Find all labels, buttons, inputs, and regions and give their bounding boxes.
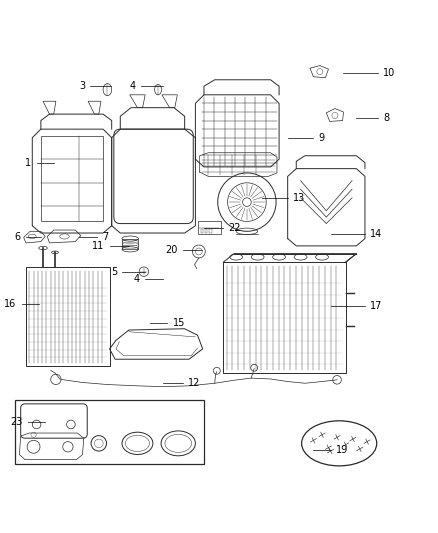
Text: 11: 11 [92, 241, 104, 251]
Text: 1: 1 [25, 158, 32, 167]
Bar [209, 229, 212, 233]
Text: 15: 15 [173, 318, 185, 328]
Text: 3: 3 [79, 81, 85, 91]
Text: 4: 4 [134, 273, 140, 284]
Text: 6: 6 [14, 232, 21, 243]
Bar [198, 221, 221, 235]
Bar [122, 239, 138, 249]
Text: 20: 20 [165, 245, 177, 255]
Text: 14: 14 [370, 229, 382, 239]
Text: 10: 10 [383, 68, 395, 78]
Bar [41, 135, 103, 221]
Bar [15, 400, 204, 464]
Bar [205, 229, 208, 233]
Bar [201, 229, 203, 233]
Text: 7: 7 [102, 232, 108, 243]
Text: 8: 8 [383, 114, 389, 124]
Text: 22: 22 [229, 223, 241, 233]
Text: 5: 5 [111, 266, 117, 277]
Bar [26, 268, 110, 366]
Text: 16: 16 [4, 299, 16, 309]
Text: 4: 4 [130, 81, 136, 91]
Text: 13: 13 [293, 193, 305, 203]
Text: 19: 19 [336, 445, 348, 455]
Text: 12: 12 [187, 378, 200, 388]
Text: 9: 9 [318, 133, 325, 143]
Text: 17: 17 [370, 301, 382, 311]
Text: 23: 23 [11, 417, 23, 427]
Bar [223, 262, 346, 373]
